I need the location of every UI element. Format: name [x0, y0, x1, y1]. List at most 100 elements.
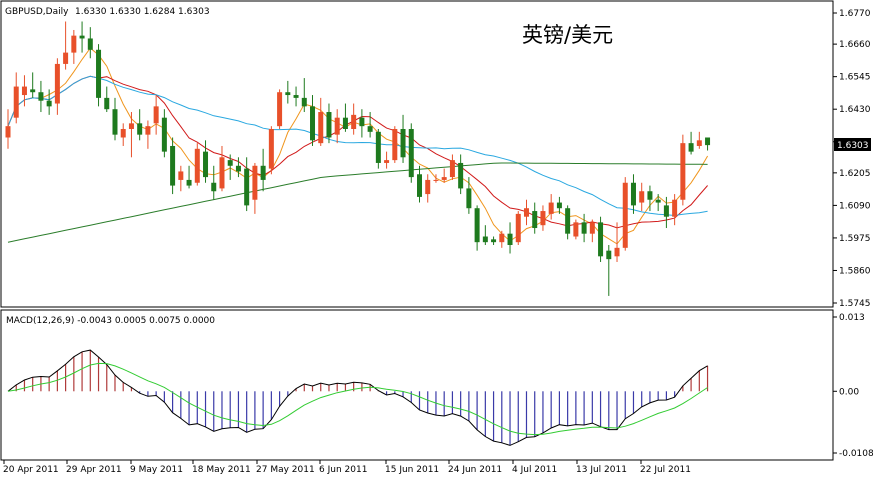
candle-body: [63, 52, 69, 64]
candle-body: [598, 222, 604, 257]
candle-body: [680, 143, 686, 200]
candle-body: [46, 100, 52, 107]
candle-body: [5, 126, 11, 138]
candle-body: [128, 123, 134, 129]
candle-body: [54, 63, 60, 104]
date-tick-label: 27 May 2011: [256, 465, 315, 475]
symbol-label: GBPUSD,Daily: [5, 7, 69, 17]
date-tick-label: 20 Apr 2011: [3, 465, 59, 475]
candle-body: [351, 114, 357, 129]
candle-body: [194, 148, 200, 183]
candle-body: [71, 35, 77, 53]
ma-mid-line: [7, 75, 708, 229]
candle-body: [301, 97, 307, 107]
date-tick-label: 13 Jul 2011: [576, 465, 627, 475]
overlay-title: 英镑/美元: [522, 23, 613, 47]
candle-body: [639, 191, 645, 203]
macd-tick-label: 0.00: [839, 387, 859, 397]
candle-body: [425, 179, 431, 195]
price-tick-label: 1.5860: [839, 266, 871, 276]
date-tick-label: 24 Jun 2011: [448, 465, 502, 475]
candle-body: [178, 171, 184, 180]
candle-body: [21, 86, 27, 96]
candle-body: [532, 211, 538, 229]
ma-slow-line: [7, 75, 708, 217]
candle-body: [13, 86, 19, 118]
candle-body: [375, 131, 381, 163]
candle-body: [203, 151, 209, 178]
ma-long-line: [7, 162, 708, 243]
date-tick-label: 29 Apr 2011: [66, 465, 122, 475]
candle-body: [285, 92, 291, 96]
price-tick-label: 1.5975: [839, 234, 871, 244]
ohlc-label: 1.6330 1.6330 1.6284 1.6303: [75, 7, 210, 17]
price-panel-frame: [0, 0, 834, 308]
candle-body: [573, 222, 579, 237]
candle-body: [507, 233, 513, 245]
macd-label: MACD(12,26,9) -0.0043 0.0005 0.0075 0.00…: [6, 316, 215, 326]
candle-body: [400, 129, 406, 158]
current-price-label: 1.6303: [837, 141, 869, 151]
candle-body: [359, 117, 365, 127]
candle-body: [548, 202, 554, 214]
candle-body: [540, 211, 546, 226]
candle-body: [219, 157, 225, 189]
candle-body: [30, 89, 36, 93]
candle-body: [137, 123, 143, 135]
candle-body: [499, 233, 505, 243]
macd-axis: 0.013 0.00 -0.0108: [833, 313, 873, 459]
candle-body: [589, 222, 595, 234]
date-tick-label: 15 Jun 2011: [385, 465, 439, 475]
date-tick-label: 22 Jul 2011: [640, 465, 691, 475]
candle-body: [170, 145, 176, 186]
candle-body: [515, 213, 521, 243]
candle-body: [211, 182, 217, 192]
date-tick-label: 9 May 2011: [130, 465, 183, 475]
candle-body: [384, 160, 390, 163]
candle-body: [318, 112, 324, 144]
candle-body: [186, 179, 192, 186]
candle-body: [696, 140, 702, 146]
price-tick-label: 1.6545: [839, 73, 871, 83]
price-tick-label: 1.6090: [839, 201, 871, 211]
candle-body: [161, 117, 167, 152]
candle-body: [466, 188, 472, 209]
candle-body: [663, 205, 669, 217]
macd-tick-label: -0.0108: [839, 449, 873, 459]
candle-body: [277, 92, 283, 127]
candle-body: [342, 117, 348, 129]
candle-body: [417, 174, 422, 197]
ma-fast-line: [7, 47, 709, 245]
macd-indicator: [7, 349, 709, 446]
candle-body: [153, 106, 159, 124]
candle-body: [449, 160, 455, 178]
macd-line: [7, 349, 708, 446]
candle-body: [145, 126, 151, 135]
current-price-marker: [834, 138, 871, 151]
candle-body: [523, 208, 529, 217]
candle-body: [120, 129, 126, 138]
date-tick-label: 4 Jul 2011: [512, 465, 557, 475]
candle-body: [556, 202, 562, 209]
candle-body: [647, 191, 653, 200]
candle-body: [433, 179, 439, 181]
candle-body: [491, 239, 497, 243]
candle-body: [392, 129, 398, 161]
candle-body: [482, 236, 488, 243]
candle-body: [79, 35, 85, 39]
candle-body: [87, 38, 93, 50]
candle-body: [458, 162, 464, 189]
date-tick-label: 18 May 2011: [192, 465, 251, 475]
candle-body: [260, 165, 266, 180]
price-axis: 1.67701.66601.65451.64301.63151.62051.60…: [833, 9, 871, 309]
date-axis: 20 Apr 2011 29 Apr 2011 9 May 2011 18 May 2…: [3, 460, 691, 475]
candle-body: [705, 137, 711, 146]
candle-body: [367, 126, 373, 132]
moving-averages: [7, 47, 709, 245]
date-tick-label: 6 Jun 2011: [319, 465, 367, 475]
candle-body: [441, 177, 447, 180]
candle-body: [326, 112, 332, 138]
candle-body: [227, 160, 233, 166]
